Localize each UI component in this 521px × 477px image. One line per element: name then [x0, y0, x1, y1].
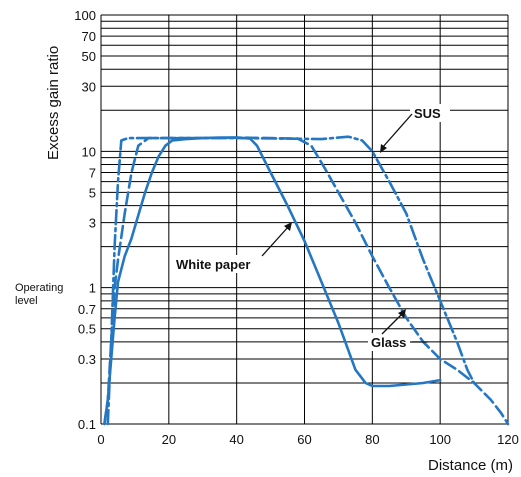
y-tick-label-9: 30 — [82, 79, 96, 94]
series-line-glass — [103, 136, 510, 426]
annotation-white-paper-leader — [261, 225, 290, 257]
y-tick-label-3: 0.7 — [78, 302, 96, 317]
series-line-sus — [106, 135, 476, 426]
annotation-sus: SUS — [380, 104, 450, 153]
annotation-white-paper-arrowhead — [284, 222, 292, 231]
operating-level-label: Operating — [15, 282, 63, 294]
x-tick-labels: 0 20 40 60 80 100 120 — [97, 432, 518, 447]
y-tick-label-11: 70 — [82, 29, 96, 44]
annotation-glass-leader — [381, 312, 404, 335]
y-tick-label-5: 3 — [89, 216, 96, 231]
annotation-white-paper-label: White paper — [176, 257, 250, 272]
x-tick-label-2: 40 — [229, 432, 243, 447]
y-tick-label-1: 0.3 — [78, 352, 96, 367]
series-lines — [103, 135, 510, 426]
annotation-sus-arrowhead — [380, 144, 387, 153]
x-tick-label-1: 20 — [162, 432, 176, 447]
y-axis-label: Excess gain ratio — [45, 46, 62, 160]
x-axis-label: Distance (m) — [428, 457, 513, 474]
annotation-glass-label: Glass — [371, 335, 406, 350]
y-tick-label-4: 1 — [89, 281, 96, 296]
annotation-glass: Glass — [368, 309, 428, 351]
x-tick-label-6: 120 — [497, 432, 519, 447]
x-tick-label-5: 100 — [429, 432, 451, 447]
y-tick-label-7: 7 — [89, 165, 96, 180]
operating-level-label-2: level — [15, 295, 38, 307]
annotation-sus-label: SUS — [414, 106, 441, 121]
y-tick-label-12: 100 — [74, 8, 96, 23]
y-tick-label-8: 10 — [82, 144, 96, 159]
x-tick-label-3: 60 — [297, 432, 311, 447]
grid — [100, 14, 509, 425]
y-tick-label-6: 5 — [89, 185, 96, 200]
x-tick-label-0: 0 — [97, 432, 104, 447]
x-tick-label-4: 80 — [365, 432, 379, 447]
y-tick-label-2: 0.5 — [78, 322, 96, 337]
y-tick-label-10: 50 — [82, 49, 96, 64]
annotation-sus-leader — [381, 113, 413, 149]
annotation-glass-arrowhead — [398, 309, 406, 318]
y-tick-labels: 0.1 0.3 0.5 0.7 1 3 5 7 10 30 50 70 100 — [74, 8, 96, 432]
y-tick-label-0: 0.1 — [78, 417, 96, 432]
annotation-white-paper: White paper — [173, 222, 292, 273]
